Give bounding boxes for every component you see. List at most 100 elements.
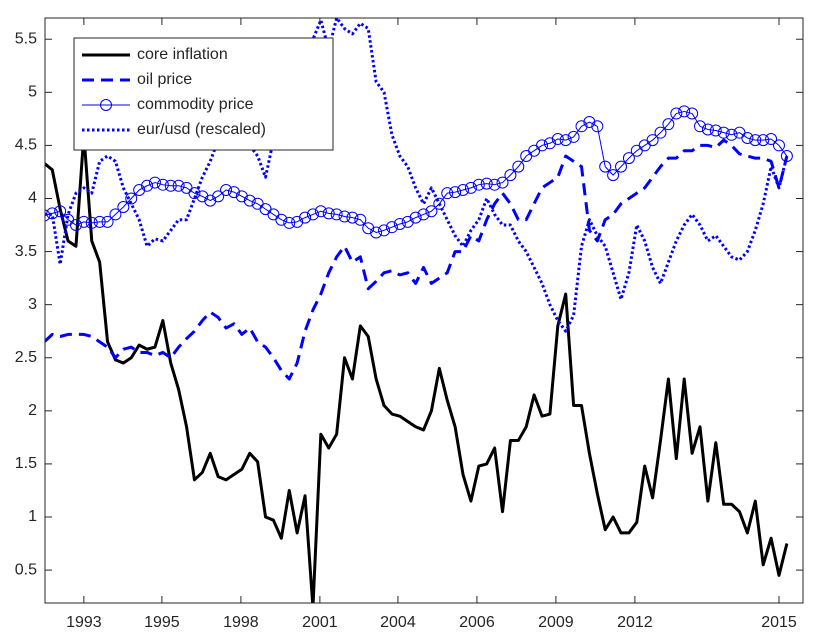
series-marker [196,190,209,203]
series-marker [757,134,770,147]
series-marker [646,134,659,147]
y-tick-label: 2.5 [15,349,37,366]
series-marker [472,178,485,191]
y-tick-label: 2 [28,402,37,419]
series-marker [615,160,628,173]
series-marker [378,224,391,237]
x-tick-label: 2012 [617,614,653,631]
series-marker [607,169,620,182]
series-marker [109,208,122,221]
series-marker [362,222,375,235]
series-marker [425,205,438,218]
series-marker [599,160,612,173]
series-marker [622,152,635,165]
series-marker [488,178,501,191]
x-tick-label: 2001 [302,614,338,631]
series-marker [717,126,730,139]
axes-box [44,17,804,604]
series-marker [765,133,778,146]
series-marker [306,208,319,221]
x-tick-label: 1995 [144,614,180,631]
series-marker [338,210,351,223]
series-marker [275,213,288,226]
series-marker [322,207,335,220]
y-tick-label: 4.5 [15,137,37,154]
x-tick-label: 2004 [380,614,416,631]
series-marker [156,178,169,191]
series-marker [709,124,722,137]
series-marker [725,128,738,141]
series-marker [693,120,706,133]
series-marker [243,194,256,207]
x-tick-label: 1993 [66,614,102,631]
series-marker [299,211,312,224]
series-marker [188,187,201,200]
series-marker [283,216,296,229]
y-tick-label: 1 [28,508,37,525]
series-marker [227,186,240,199]
series-marker [591,120,604,133]
series-marker [330,208,343,221]
series-marker [654,126,667,139]
series-line [45,133,789,603]
series-marker [559,134,572,147]
series-line [45,138,789,381]
series-marker [370,226,383,239]
series-marker [567,130,580,143]
x-tick-label: 2006 [459,614,495,631]
x-tick-label: 2015 [761,614,797,631]
y-tick-label: 5 [28,84,37,101]
legend-label: eur/usd (rescaled) [137,121,266,138]
series-marker [504,169,517,182]
series-marker [101,215,114,228]
series-marker [85,216,98,229]
series-marker [212,190,225,203]
series-marker [780,150,793,163]
series-marker [393,217,406,230]
series-marker [701,123,714,136]
y-tick-label: 5.5 [15,30,37,47]
series-marker [662,118,675,131]
series-marker [77,215,90,228]
series-marker [401,215,414,228]
legend-label: commodity price [137,96,254,113]
series-marker [346,211,359,224]
series-marker [417,208,430,221]
series-marker [291,215,304,228]
series-marker [93,215,106,228]
series-marker [409,211,422,224]
series-marker [385,221,398,234]
series-marker [164,179,177,192]
series-marker [220,183,233,196]
series-marker [125,192,138,205]
y-tick-label: 3 [28,296,37,313]
series-marker [172,179,185,192]
series-marker [536,139,549,152]
series-marker [670,107,683,120]
series-marker [551,133,564,146]
series-marker [449,186,462,199]
series-marker [480,177,493,190]
series-marker [464,181,477,194]
series-marker [741,131,754,144]
series-marker [354,213,367,226]
y-tick-label: 4 [28,190,37,207]
legend-label: oil price [137,71,192,88]
series-marker [133,183,146,196]
series-line [45,18,789,333]
series-marker [543,137,556,150]
legend-marker [100,99,112,111]
y-tick-label: 1.5 [15,455,37,472]
series-marker [512,160,525,173]
series-marker [583,116,596,129]
series-marker [314,205,327,218]
series-marker [148,176,161,189]
series-marker [204,194,217,207]
y-tick-label: 3.5 [15,243,37,260]
series-marker [772,139,785,152]
x-tick-label: 2009 [538,614,574,631]
legend: core inflation oil price commodity price eu… [73,37,334,151]
plot-area [45,18,793,603]
y-tick-label: 0.5 [15,561,37,578]
